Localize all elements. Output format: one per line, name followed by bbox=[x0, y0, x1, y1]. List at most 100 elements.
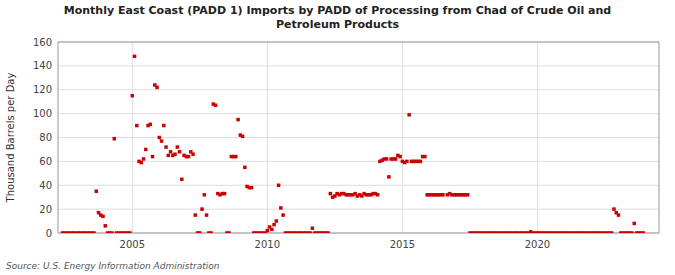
point bbox=[160, 139, 164, 143]
point bbox=[200, 207, 204, 211]
y-grid-line bbox=[58, 185, 659, 186]
point bbox=[101, 215, 105, 219]
point bbox=[180, 178, 184, 182]
point bbox=[241, 135, 245, 139]
points bbox=[61, 55, 645, 233]
y-grid-line bbox=[58, 137, 659, 138]
point bbox=[113, 137, 117, 141]
y-axis-label: Thousand Barrels per Day bbox=[5, 73, 16, 204]
point bbox=[617, 213, 621, 217]
point bbox=[203, 193, 207, 197]
point bbox=[128, 231, 132, 233]
chart: Monthly East Coast (PADD 1) Imports by P… bbox=[0, 0, 675, 275]
axes: 0204060801001201401602005201020152020 bbox=[33, 37, 659, 251]
point bbox=[277, 184, 281, 188]
plot-frame bbox=[58, 42, 659, 233]
point bbox=[326, 231, 330, 233]
point bbox=[642, 231, 646, 233]
point bbox=[140, 161, 144, 165]
y-grid-line bbox=[58, 89, 659, 90]
point bbox=[164, 145, 168, 149]
y-grid-line bbox=[58, 161, 659, 162]
point bbox=[194, 213, 198, 217]
x-tick-label: 2015 bbox=[390, 239, 415, 250]
x-tick-label: 2010 bbox=[255, 239, 280, 250]
point bbox=[158, 136, 162, 140]
x-grid-line bbox=[402, 42, 403, 233]
point bbox=[398, 155, 402, 159]
point bbox=[423, 155, 427, 159]
y-grid-line bbox=[58, 209, 659, 210]
y-grid-line bbox=[58, 65, 659, 66]
point bbox=[191, 152, 195, 156]
point bbox=[155, 86, 159, 90]
point bbox=[281, 213, 285, 217]
point bbox=[135, 124, 139, 128]
point bbox=[275, 219, 279, 223]
point bbox=[243, 166, 247, 170]
point bbox=[236, 118, 240, 122]
y-tick-label: 100 bbox=[33, 108, 52, 119]
y-tick-label: 60 bbox=[39, 156, 52, 167]
x-tick-label: 2020 bbox=[525, 239, 550, 250]
source-note: Source: U.S. Energy Information Administ… bbox=[6, 261, 220, 271]
point bbox=[144, 148, 148, 152]
point bbox=[167, 154, 171, 158]
point bbox=[387, 175, 391, 179]
point bbox=[142, 157, 146, 161]
point bbox=[250, 186, 254, 190]
point bbox=[227, 231, 231, 233]
y-tick-label: 160 bbox=[33, 37, 52, 48]
point bbox=[266, 229, 270, 233]
point bbox=[234, 155, 238, 159]
point bbox=[311, 226, 315, 230]
point bbox=[214, 104, 218, 108]
point bbox=[270, 228, 274, 232]
point bbox=[612, 207, 616, 211]
point bbox=[394, 157, 398, 161]
point bbox=[223, 192, 227, 196]
point bbox=[630, 231, 634, 233]
point bbox=[610, 231, 614, 233]
point bbox=[272, 223, 276, 227]
point bbox=[198, 231, 202, 233]
point bbox=[110, 231, 114, 233]
point bbox=[149, 123, 153, 127]
x-tick-label: 2005 bbox=[120, 239, 145, 250]
point bbox=[632, 222, 636, 226]
grid bbox=[58, 42, 659, 233]
point bbox=[104, 224, 108, 228]
y-grid-line bbox=[58, 113, 659, 114]
point bbox=[176, 145, 180, 149]
x-grid-line bbox=[267, 42, 268, 233]
y-tick-label: 80 bbox=[39, 132, 52, 143]
point bbox=[162, 124, 166, 128]
point bbox=[187, 155, 191, 159]
point bbox=[279, 206, 283, 210]
point bbox=[466, 193, 470, 197]
point bbox=[133, 55, 137, 59]
y-tick-label: 140 bbox=[33, 60, 52, 71]
x-grid-line bbox=[132, 42, 133, 233]
point bbox=[209, 231, 213, 233]
point bbox=[441, 193, 445, 197]
point bbox=[173, 152, 177, 156]
point bbox=[169, 150, 173, 154]
point bbox=[405, 160, 409, 164]
point bbox=[308, 231, 312, 233]
point bbox=[407, 113, 411, 117]
point bbox=[92, 231, 96, 233]
point bbox=[329, 192, 333, 196]
point bbox=[95, 189, 99, 193]
point bbox=[376, 193, 380, 197]
y-tick-label: 120 bbox=[33, 84, 52, 95]
x-grid-line bbox=[537, 42, 538, 233]
y-tick-label: 40 bbox=[39, 180, 52, 191]
point bbox=[385, 157, 389, 161]
point bbox=[151, 155, 155, 159]
point bbox=[205, 213, 209, 217]
point bbox=[178, 150, 182, 154]
y-tick-label: 20 bbox=[39, 204, 52, 215]
title: Monthly East Coast (PADD 1) Imports by P… bbox=[64, 4, 611, 31]
point bbox=[419, 160, 423, 164]
